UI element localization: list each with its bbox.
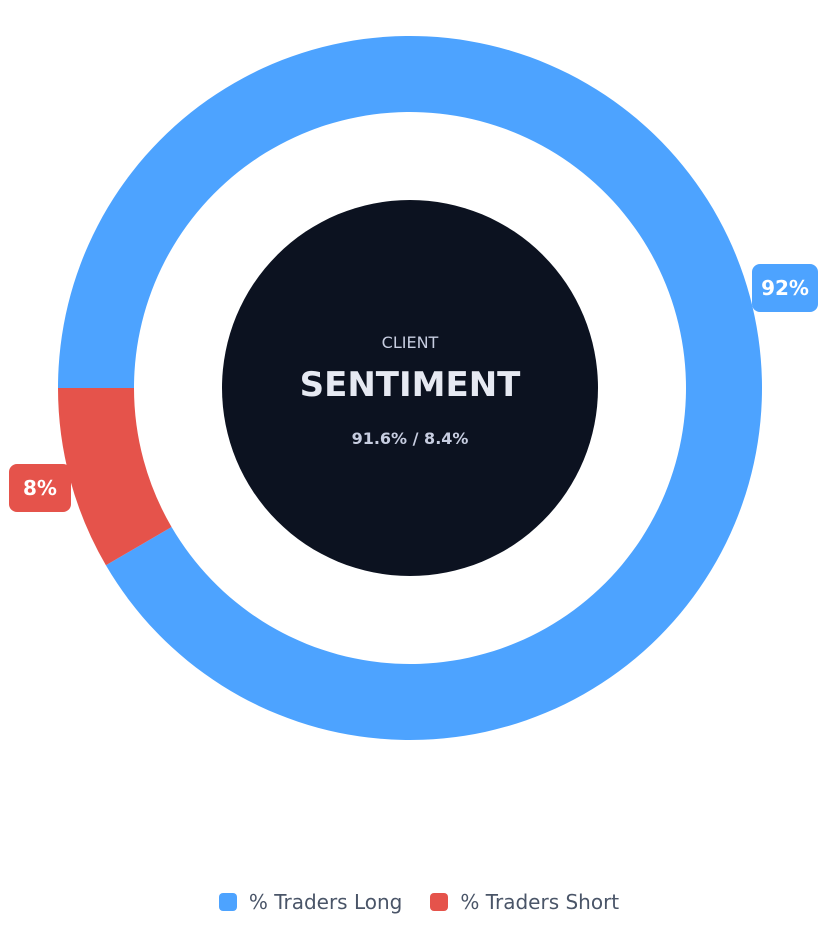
- data-label-short-badge: [9, 464, 71, 512]
- center-label-top: CLIENT: [382, 333, 439, 352]
- legend-swatch-long: [218, 893, 237, 911]
- center-ratio-text: 91.6% / 8.4%: [352, 429, 469, 448]
- data-label-long-text: 92%: [761, 276, 809, 300]
- chart-legend: % Traders Long % Traders Short: [0, 890, 838, 914]
- legend-item-long[interactable]: % Traders Long: [218, 890, 403, 914]
- data-label-short-text: 8%: [23, 476, 57, 500]
- legend-item-short[interactable]: % Traders Short: [430, 890, 619, 914]
- data-labels: 92% 8%: [9, 264, 818, 512]
- data-label-long: 92%: [752, 264, 818, 312]
- data-label-short: 8%: [9, 464, 71, 512]
- donut-slices: [58, 35, 762, 740]
- data-label-long-badge: [752, 264, 818, 312]
- legend-label-long: % Traders Long: [248, 890, 403, 914]
- slice-traders-short[interactable]: [58, 388, 172, 566]
- center-label-main: SENTIMENT: [300, 365, 522, 405]
- legend-swatch-short: [430, 893, 449, 911]
- legend-label-short: % Traders Short: [460, 890, 620, 914]
- center-circle: [222, 200, 598, 576]
